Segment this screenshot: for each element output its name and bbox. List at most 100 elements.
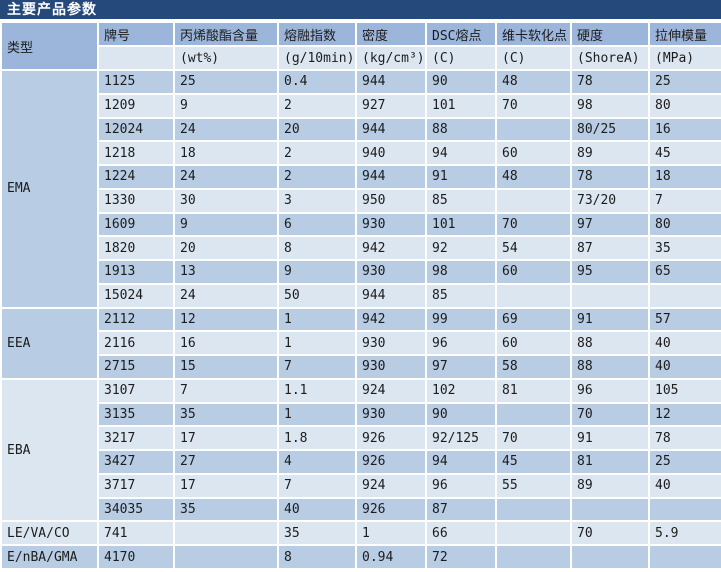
header-unit-5: (C) (495, 45, 572, 71)
grade-cell: 1209 (97, 92, 175, 119)
value-cell: 8 (277, 235, 357, 261)
value-cell: 90 (425, 69, 497, 95)
value-cell: 88 (570, 354, 650, 380)
value-cell: 85 (425, 187, 497, 214)
value-cell: 105 (648, 377, 721, 404)
value-cell: 1 (277, 306, 357, 333)
value-cell: 926 (355, 449, 427, 475)
value-cell: 12 (648, 401, 721, 428)
table-row: 3135 35 1 930 90 70 12 (1, 401, 721, 428)
value-cell: 70 (495, 211, 572, 238)
value-cell: 15 (173, 354, 279, 380)
value-cell: 98 (425, 259, 497, 285)
header-col-3: 密度 (355, 21, 427, 47)
value-cell: 7 (277, 472, 357, 499)
page-title: 主要产品参数 (0, 0, 721, 21)
value-cell: 1 (277, 330, 357, 356)
header-unit-1: (wt%) (173, 45, 279, 71)
table-row: 15024 24 50 944 85 (1, 282, 721, 309)
value-cell: 94 (425, 140, 497, 166)
value-cell: 926 (355, 425, 427, 451)
value-cell (648, 544, 721, 570)
value-cell: 930 (355, 330, 427, 356)
value-cell: 78 (570, 69, 650, 95)
value-cell: 60 (495, 259, 572, 285)
table-row: 2715 15 7 930 97 58 88 40 (1, 354, 721, 380)
value-cell: 45 (495, 449, 572, 475)
table-row: 1209 9 2 927 101 70 98 80 (1, 92, 721, 119)
value-cell: 91 (425, 164, 497, 190)
value-cell: 89 (570, 140, 650, 166)
value-cell: 96 (425, 472, 497, 499)
value-cell: 7 (648, 187, 721, 214)
value-cell: 65 (648, 259, 721, 285)
value-cell (495, 520, 572, 546)
type-cell: LE/VA/CO (0, 520, 99, 546)
grade-cell: 3135 (97, 401, 175, 428)
value-cell (495, 282, 572, 309)
value-cell: 91 (570, 306, 650, 333)
header-col-2: 熔融指数 (277, 21, 357, 47)
table-row: EMA 1125 25 0.4 944 90 48 78 25 (0, 69, 721, 309)
table-row: EBA 3107 7 1.1 924 102 81 96 105 (0, 377, 721, 523)
value-cell: 0.94 (355, 544, 427, 570)
value-cell: 940 (355, 140, 427, 166)
value-cell: 40 (648, 354, 721, 380)
header-unit-2: (g/10min) (277, 45, 357, 71)
value-cell: 89 (570, 472, 650, 499)
value-cell: 1.1 (277, 377, 357, 404)
type-cell: EBA (0, 377, 99, 523)
value-cell: 54 (495, 235, 572, 261)
header-unit-7: (MPa) (648, 45, 721, 71)
value-cell: 78 (648, 425, 721, 451)
value-cell (570, 282, 650, 309)
grade-cell: 3427 (97, 449, 175, 475)
value-cell (495, 544, 572, 570)
header-col-6: 硬度 (570, 21, 650, 47)
value-cell: 102 (425, 377, 497, 404)
value-cell: 8 (277, 544, 357, 570)
value-cell (648, 282, 721, 309)
value-cell: 20 (277, 116, 357, 143)
value-cell: 35 (277, 520, 357, 546)
value-cell: 88 (425, 116, 497, 143)
value-cell: 97 (570, 211, 650, 238)
value-cell: 88 (570, 330, 650, 356)
value-cell: 80/25 (570, 116, 650, 143)
value-cell: 9 (173, 211, 279, 238)
value-cell: 78 (570, 164, 650, 190)
value-cell (648, 496, 721, 523)
type-cell: E/nBA/GMA (0, 544, 99, 570)
value-cell: 924 (355, 472, 427, 499)
value-cell: 101 (425, 211, 497, 238)
grade-cell: 2112 (97, 306, 175, 333)
grade-cell: 4170 (97, 544, 175, 570)
value-cell: 48 (495, 69, 572, 95)
value-cell: 81 (495, 377, 572, 404)
value-cell: 94 (425, 449, 497, 475)
value-cell: 926 (355, 496, 427, 523)
value-cell (495, 116, 572, 143)
value-cell: 45 (648, 140, 721, 166)
value-cell: 58 (495, 354, 572, 380)
value-cell: 85 (425, 282, 497, 309)
value-cell: 30 (173, 187, 279, 214)
grade-cell: 2116 (97, 330, 175, 356)
value-cell: 80 (648, 211, 721, 238)
header-col-0: 牌号 (97, 21, 175, 47)
header-col-5: 维卡软化点 (495, 21, 572, 47)
value-cell: 40 (648, 330, 721, 356)
value-cell: 944 (355, 116, 427, 143)
value-cell: 13 (173, 259, 279, 285)
grade-cell: 3217 (97, 425, 175, 451)
value-cell: 9 (173, 92, 279, 119)
grade-cell: 3107 (97, 377, 175, 404)
value-cell: 16 (173, 330, 279, 356)
value-cell: 35 (173, 496, 279, 523)
grade-cell: 1218 (97, 140, 175, 166)
value-cell: 40 (648, 472, 721, 499)
table-row: 3217 17 1.8 926 92/125 70 91 78 (1, 425, 721, 451)
value-cell: 96 (425, 330, 497, 356)
value-cell: 92 (425, 235, 497, 261)
